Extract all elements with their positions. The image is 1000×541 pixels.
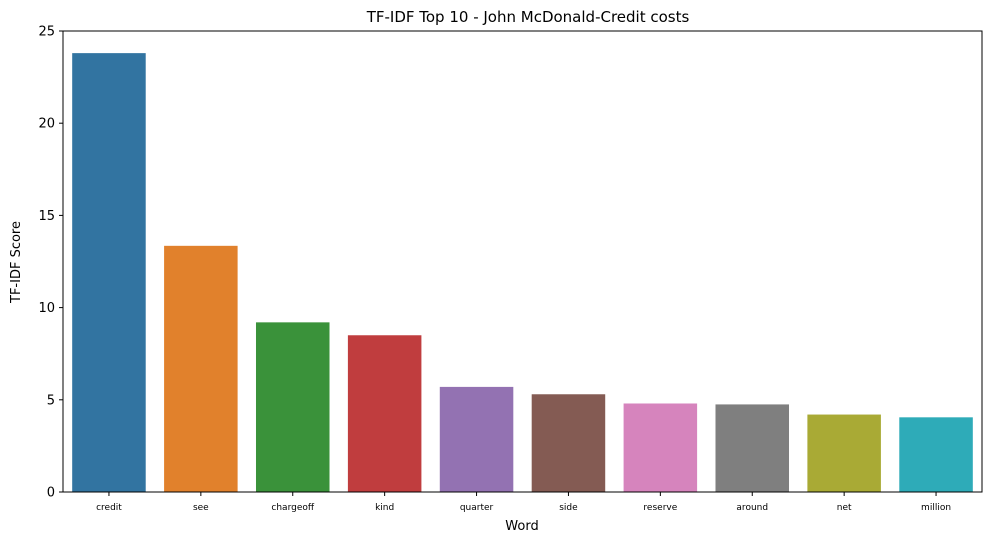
bar-kind [347, 335, 422, 492]
x-axis-label: Word [505, 519, 538, 534]
bar-credit [72, 53, 146, 493]
bar-see [164, 245, 238, 492]
bar-net [807, 414, 881, 492]
x-tick-label: million [921, 503, 951, 513]
y-axis-ticks: 0 5 10 15 20 25 [38, 25, 63, 501]
y-axis-label: TF-IDF Score [9, 221, 24, 304]
bar-chargeoff [255, 322, 330, 492]
y-tick-label: 20 [38, 117, 55, 132]
chart-title: TF-IDF Top 10 - John McDonald-Credit cos… [366, 8, 690, 26]
bars-group [72, 53, 973, 493]
y-tick-label: 0 [47, 486, 55, 501]
x-tick-label: reserve [643, 503, 677, 513]
x-axis-ticks: credit see chargeoff kind quarter side reserve… [96, 492, 951, 513]
plot-frame [62, 30, 983, 493]
bar-side [531, 394, 606, 492]
y-tick-label: 25 [38, 25, 55, 40]
x-tick-label: quarter [460, 503, 494, 513]
y-tick-label: 5 [47, 393, 55, 408]
bar-reserve [623, 403, 698, 492]
bar-million [899, 417, 973, 492]
x-tick-label: net [837, 503, 852, 513]
x-tick-label: side [559, 503, 578, 513]
bar-around [715, 404, 790, 492]
y-tick-label: 15 [38, 209, 55, 224]
x-tick-label: credit [96, 503, 122, 513]
y-tick-label: 10 [38, 301, 55, 316]
x-tick-label: around [736, 503, 768, 513]
x-tick-label: see [193, 503, 209, 513]
bar-quarter [439, 386, 514, 492]
x-tick-label: kind [375, 503, 394, 513]
x-tick-label: chargeoff [271, 503, 314, 513]
